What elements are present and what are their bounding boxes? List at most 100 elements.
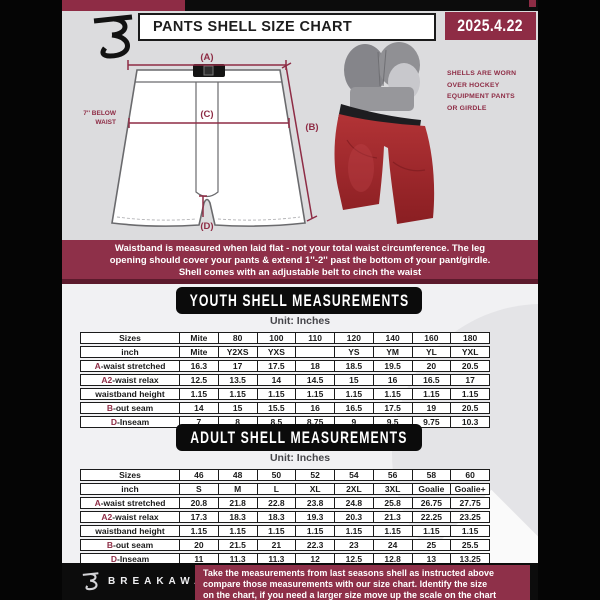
value-cell: 120 xyxy=(335,332,374,344)
value-cell: 18.5 xyxy=(335,360,374,372)
value-cell: 1.15 xyxy=(180,525,219,537)
value-cell: 26.75 xyxy=(412,497,452,509)
value-cell: 17.3 xyxy=(180,511,219,523)
value-cell: 18.3 xyxy=(218,511,258,523)
value-cell: Y2XS xyxy=(218,346,258,358)
table-row: B-out seam 20 21.5 21 22.3 23 24 25 25.5 xyxy=(80,539,490,551)
value-cell: 21 xyxy=(257,539,297,551)
value-cell: 1.15 xyxy=(257,525,297,537)
measure-label-a: (A) xyxy=(200,52,213,63)
value-cell: 100 xyxy=(257,332,297,344)
page-title: PANTS SHELL SIZE CHART xyxy=(153,19,353,35)
value-cell: 21.5 xyxy=(218,539,258,551)
shell-caption: SHELLS ARE WORN OVER HOCKEY EQUIPMENT PA… xyxy=(447,70,517,112)
table-row: waistband height 1.15 1.15 1.15 1.15 1.15 1.15… xyxy=(80,525,490,537)
footer-bar: BREAKAWAY Take the measurements from las… xyxy=(62,563,538,600)
page-title-box: PANTS SHELL SIZE CHART xyxy=(138,13,436,41)
row-label-cell: A-waist stretched xyxy=(80,497,180,509)
value-cell: 16.3 xyxy=(180,360,219,372)
value-cell: 23 xyxy=(335,539,374,551)
row-label-cell: Sizes xyxy=(80,469,180,481)
value-cell: 1.15 xyxy=(451,388,490,400)
value-cell: 110 xyxy=(296,332,335,344)
value-cell: 27.75 xyxy=(451,497,490,509)
value-cell: 1.15 xyxy=(373,388,413,400)
value-cell: YXL xyxy=(451,346,490,358)
value-cell: 14 xyxy=(257,374,297,386)
below-waist-note: 7'' BELOW WAIST xyxy=(83,110,116,126)
row-label-cell: inch xyxy=(80,346,180,358)
waistband-instructions: Waistband is measured when laid flat - n… xyxy=(62,240,538,284)
value-cell: 3XL xyxy=(373,483,413,495)
table-row: A-waist stretched 20.8 21.8 22.8 23.8 24.8 25.… xyxy=(80,497,490,509)
value-cell: 15.5 xyxy=(257,402,297,414)
row-label-cell: waistband height xyxy=(80,388,180,400)
value-cell: 16.5 xyxy=(412,374,452,386)
value-cell: 13.5 xyxy=(218,374,258,386)
value-cell: XL xyxy=(296,483,335,495)
value-cell: 20.5 xyxy=(451,402,490,414)
value-cell: 20.3 xyxy=(335,511,374,523)
pants-measurement-diagram: (A) (C) (B) (D) xyxy=(111,52,319,232)
value-cell: 54 xyxy=(335,469,374,481)
top-accent-maroon xyxy=(62,0,185,11)
value-cell: 19.3 xyxy=(296,511,335,523)
value-cell: 25.8 xyxy=(373,497,413,509)
youth-unit-label: Unit: Inches xyxy=(269,315,331,327)
value-cell: 17 xyxy=(451,374,490,386)
value-cell: 1.15 xyxy=(335,525,374,537)
top-accent-strip xyxy=(62,0,538,11)
value-cell: 52 xyxy=(296,469,335,481)
value-cell: YS xyxy=(335,346,374,358)
value-cell: YL xyxy=(412,346,452,358)
table-row: waistband height 1.15 1.15 1.15 1.15 1.15 1.15… xyxy=(80,388,490,400)
value-cell: 2XL xyxy=(335,483,374,495)
row-label-cell: A2-waist relax xyxy=(80,374,180,386)
value-cell: 60 xyxy=(451,469,490,481)
value-cell: 1.15 xyxy=(412,388,452,400)
table-row: inch Mite Y2XS YXS YS YM YL YXL xyxy=(80,346,490,358)
value-cell: 17.5 xyxy=(257,360,297,372)
value-cell: 14.5 xyxy=(296,374,335,386)
value-cell: L xyxy=(257,483,297,495)
value-cell: Mite xyxy=(180,346,219,358)
value-cell: 21.8 xyxy=(218,497,258,509)
value-cell: 21.3 xyxy=(373,511,413,523)
table-row: Sizes Mite 80 100 110 120 140 160 180 xyxy=(80,332,490,344)
row-label-cell: B-out seam xyxy=(80,539,180,551)
value-cell: 24.8 xyxy=(335,497,374,509)
value-cell: 25 xyxy=(412,539,452,551)
footer-brand-logo-icon xyxy=(82,572,99,591)
value-cell: 160 xyxy=(412,332,452,344)
value-cell: YM xyxy=(373,346,413,358)
value-cell: 1.15 xyxy=(296,388,335,400)
value-cell: 15 xyxy=(335,374,374,386)
value-cell: 10.3 xyxy=(451,416,490,428)
value-cell: 1.15 xyxy=(412,525,452,537)
value-cell: 20.5 xyxy=(451,360,490,372)
value-cell: 1.15 xyxy=(180,388,219,400)
value-cell: 16 xyxy=(373,374,413,386)
shell-photo xyxy=(334,42,435,224)
table-row: A-waist stretched 16.3 17 17.5 18 18.5 19.5 20 2… xyxy=(80,360,490,372)
row-label-cell: Sizes xyxy=(80,332,180,344)
value-cell: Mite xyxy=(180,332,219,344)
value-cell: 25.5 xyxy=(451,539,490,551)
value-cell: 24 xyxy=(373,539,413,551)
adult-measurements-table: Sizes 46 48 50 52 54 56 58 60 inch S M L XL 2XL 3XL Goal… xyxy=(80,467,490,567)
value-cell: S xyxy=(180,483,219,495)
value-cell: 18.3 xyxy=(257,511,297,523)
youth-measurements-table: Sizes Mite 80 100 110 120 140 160 180 inch Mite Y2X… xyxy=(80,330,490,430)
value-cell: 15 xyxy=(218,402,258,414)
value-cell: 20 xyxy=(180,539,219,551)
brand-name: BREAKAWAY xyxy=(108,576,218,587)
value-cell: 48 xyxy=(218,469,258,481)
adult-section-banner: ADULT SHELL MEASUREMENTS xyxy=(176,424,422,451)
value-cell: 1.15 xyxy=(257,388,297,400)
date-badge: 2025.4.22 xyxy=(445,12,536,40)
size-chart-page: PANTS SHELL SIZE CHART 2025.4.22 (A) (C xyxy=(62,0,538,600)
value-cell: 46 xyxy=(180,469,219,481)
value-cell: 22.3 xyxy=(296,539,335,551)
top-accent-notch xyxy=(529,0,536,7)
